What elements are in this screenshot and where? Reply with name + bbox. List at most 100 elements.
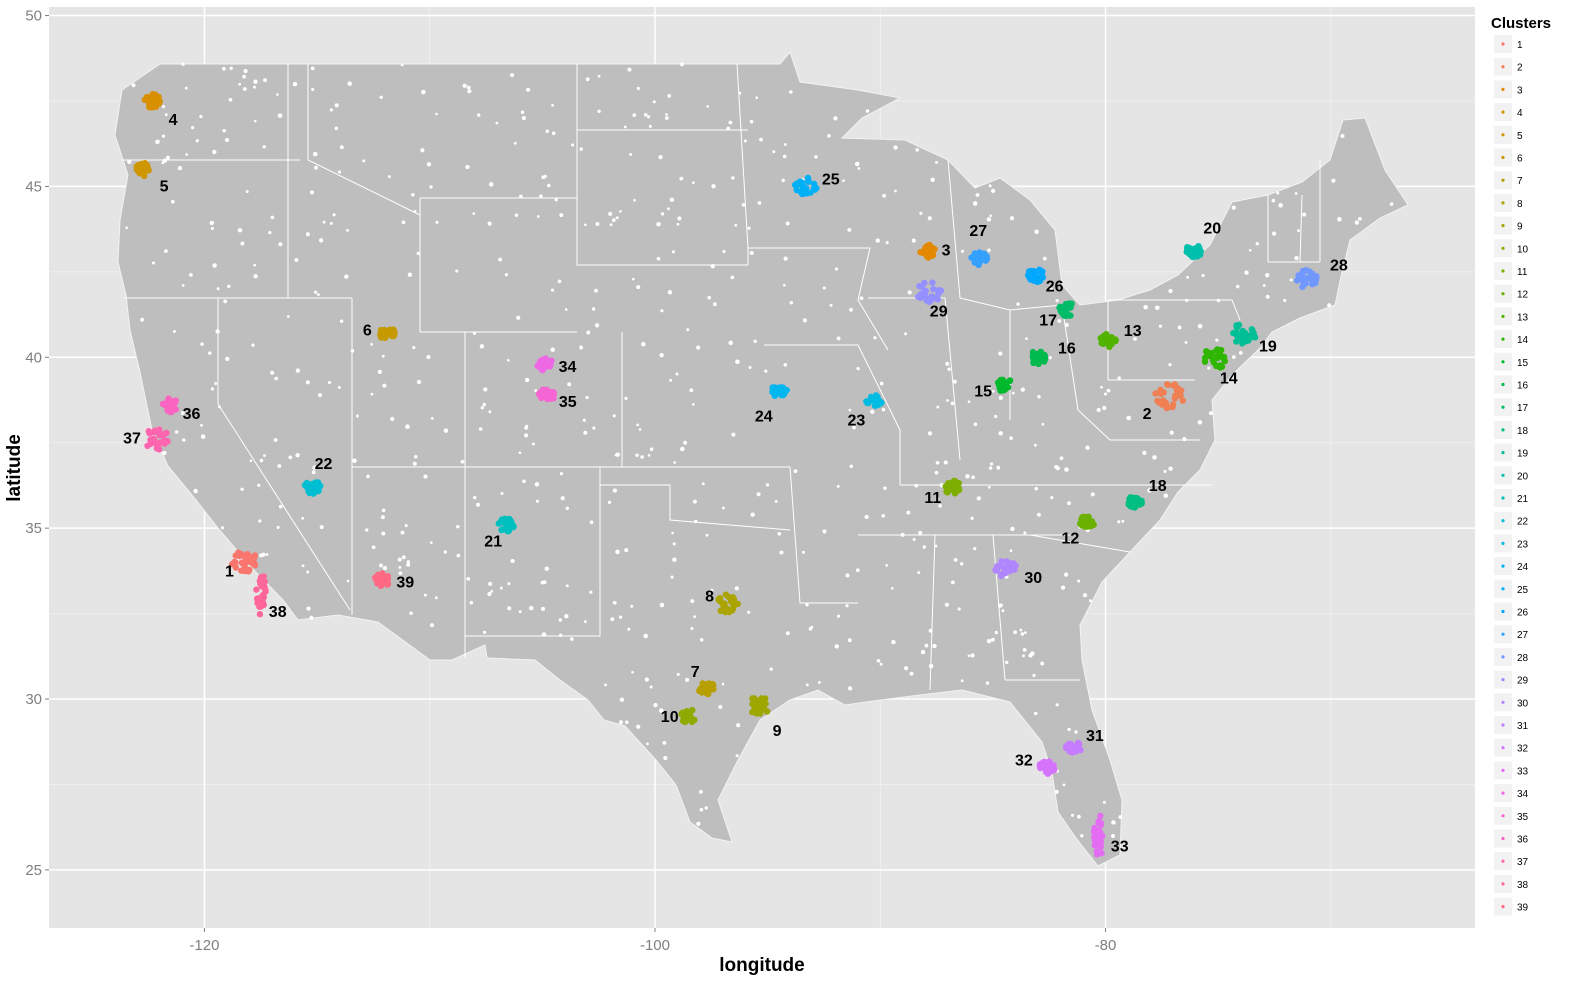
base-point: [656, 221, 661, 227]
base-point: [1060, 585, 1066, 590]
base-point: [1080, 834, 1084, 838]
cluster-35: 35: [535, 386, 577, 411]
base-point: [597, 109, 601, 114]
legend-key-label: 39: [1517, 903, 1529, 914]
base-point: [881, 408, 886, 412]
base-point: [996, 465, 1001, 470]
base-point: [1059, 456, 1064, 461]
cluster-point: [262, 586, 269, 594]
cluster-30: 30: [992, 558, 1042, 587]
base-point: [945, 361, 950, 366]
base-point: [208, 351, 212, 355]
legend-key-9: 9: [1494, 216, 1523, 235]
cluster-point: [1220, 353, 1228, 361]
base-point: [558, 633, 563, 637]
base-point: [618, 615, 623, 619]
base-point: [379, 563, 383, 568]
cluster-point: [1085, 513, 1092, 521]
base-point: [544, 566, 549, 571]
base-point: [755, 96, 759, 100]
x-tick-label: -80: [1095, 937, 1117, 954]
legend-key-label: 22: [1517, 517, 1529, 528]
legend-key-label: 21: [1517, 494, 1529, 505]
base-point: [528, 605, 534, 611]
cluster-label: 24: [755, 409, 773, 426]
cluster-point: [730, 599, 737, 607]
legend-key-label: 19: [1517, 449, 1529, 460]
base-point: [210, 387, 215, 391]
base-point: [1147, 488, 1152, 493]
base-point: [513, 141, 517, 145]
cluster-point: [756, 704, 763, 712]
legend-key-4: 4: [1494, 103, 1523, 122]
base-point: [258, 553, 263, 558]
base-point: [911, 238, 916, 243]
base-point: [904, 332, 908, 336]
base-point: [435, 220, 439, 224]
cluster-point: [1215, 362, 1223, 369]
base-point: [1327, 303, 1332, 308]
base-point: [927, 216, 932, 221]
base-point: [263, 454, 266, 457]
cluster-3: 3: [917, 241, 951, 261]
base-point: [673, 461, 677, 464]
cluster-point: [1093, 832, 1100, 839]
cluster-point: [1010, 560, 1017, 567]
cluster-point: [930, 286, 937, 293]
legend-key-dot: [1501, 65, 1505, 69]
legend-key-label: 32: [1517, 744, 1529, 755]
base-point: [579, 147, 583, 151]
cluster-21: 21: [484, 515, 517, 551]
base-point: [647, 115, 651, 119]
base-point: [743, 139, 747, 143]
base-point: [814, 155, 818, 159]
base-point: [381, 508, 386, 513]
base-point: [672, 557, 677, 562]
base-point: [332, 213, 336, 217]
base-point: [801, 550, 806, 554]
cluster-label: 16: [1058, 340, 1076, 357]
cluster-point: [1063, 743, 1070, 750]
cluster-15: 15: [974, 376, 1014, 401]
base-point: [735, 359, 740, 365]
base-point: [664, 116, 669, 120]
cluster-point: [235, 549, 242, 556]
cluster-25: 25: [792, 171, 840, 198]
legend-key-39: 39: [1494, 897, 1529, 916]
base-point: [514, 213, 519, 217]
base-point: [195, 139, 199, 143]
base-point: [339, 145, 344, 150]
base-point: [180, 411, 185, 415]
cluster-point: [1098, 850, 1105, 857]
cluster-point: [721, 600, 728, 607]
base-point: [1289, 278, 1293, 282]
base-point: [443, 550, 447, 554]
base-point: [1201, 273, 1205, 278]
base-point: [245, 190, 249, 193]
cluster-point: [1174, 392, 1182, 399]
legend-key-7: 7: [1494, 171, 1523, 190]
base-point: [156, 139, 160, 143]
base-point: [802, 318, 807, 323]
base-point: [836, 336, 841, 341]
base-point: [953, 558, 958, 562]
base-point: [273, 438, 278, 442]
base-point: [827, 133, 831, 138]
base-point: [1262, 284, 1266, 287]
cluster-point: [762, 700, 769, 707]
base-point: [362, 159, 366, 163]
base-point: [1096, 407, 1101, 413]
cluster-point: [384, 581, 392, 588]
cluster-point: [753, 710, 760, 717]
base-point: [1005, 660, 1009, 665]
base-point: [1022, 648, 1027, 652]
base-point: [893, 145, 898, 150]
base-point: [865, 109, 870, 113]
base-point: [355, 414, 359, 418]
base-point: [836, 614, 841, 618]
cluster-17: 17: [1039, 300, 1075, 329]
base-point: [970, 516, 974, 520]
base-point: [318, 238, 324, 243]
base-point: [882, 193, 887, 198]
legend-key-23: 23: [1494, 534, 1529, 553]
